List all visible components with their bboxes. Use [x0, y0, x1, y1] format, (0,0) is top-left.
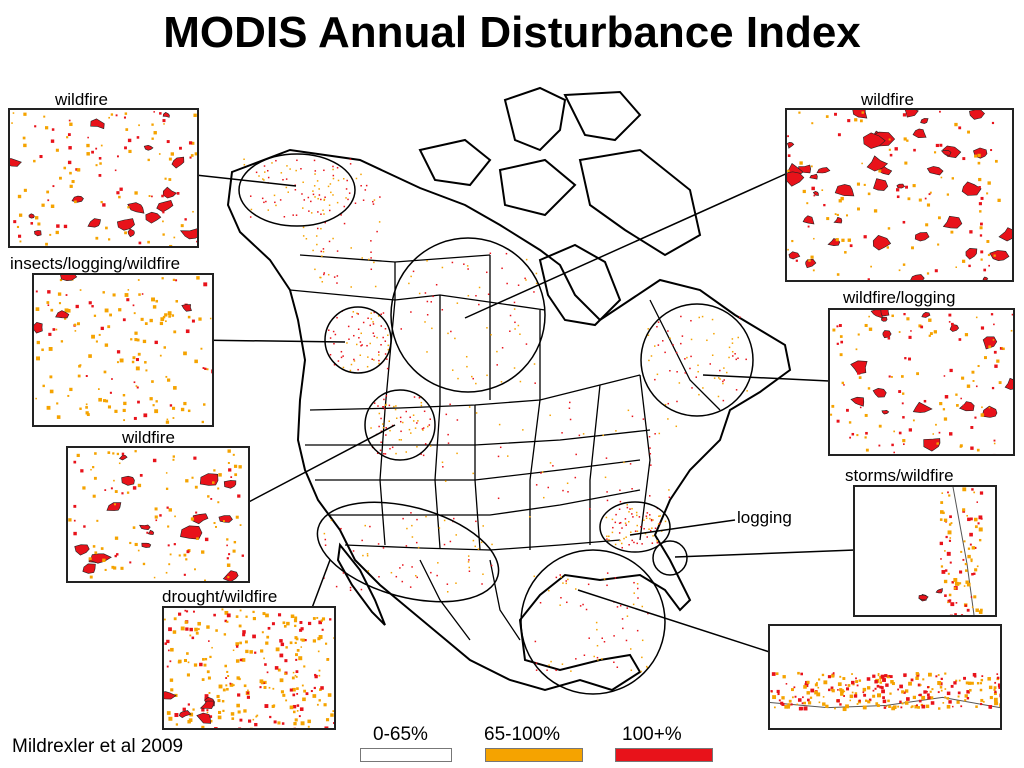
inset-bc [32, 273, 214, 427]
inset-label-alaska: wildfire [55, 90, 108, 109]
legend-swatch-mid [485, 748, 583, 762]
inset-alaska [8, 108, 199, 248]
legend-swatch-low [360, 748, 452, 762]
continent-outline [226, 148, 792, 692]
inset-southeast [853, 485, 997, 617]
label-logging: logging [737, 508, 792, 527]
legend-swatch-high [615, 748, 713, 762]
citation: Mildrexler et al 2009 [12, 736, 184, 757]
arctic-island-3 [418, 138, 492, 187]
legend-label-low: 0-65% [373, 724, 428, 745]
inset-label-southeast: storms/wildfire [845, 466, 954, 485]
arctic-island-2 [563, 90, 642, 142]
legend-label-mid: 65-100% [484, 724, 561, 745]
legend-label-high: 100+% [622, 724, 682, 745]
inset-gulf [768, 624, 1002, 730]
arctic-island-1 [503, 86, 567, 152]
inset-quebec [828, 308, 1015, 456]
inset-california [162, 606, 336, 730]
inset-label-idaho: wildfire [122, 428, 175, 447]
inset-label-quebec: wildfire/logging [843, 288, 956, 307]
page-title: MODIS Annual Disturbance Index [163, 8, 861, 57]
hudson-bay [538, 243, 622, 327]
inset-label-bc: insects/logging/wildfire [10, 254, 181, 273]
inset-saskatchewan [785, 108, 1014, 282]
baja-california [336, 542, 386, 626]
inset-label-california: drought/wildfire [162, 587, 278, 606]
baffin-island [578, 148, 702, 257]
inset-label-saskatchewan: wildfire [861, 90, 914, 109]
arctic-island-4 [498, 158, 577, 217]
inset-idaho [66, 446, 250, 583]
